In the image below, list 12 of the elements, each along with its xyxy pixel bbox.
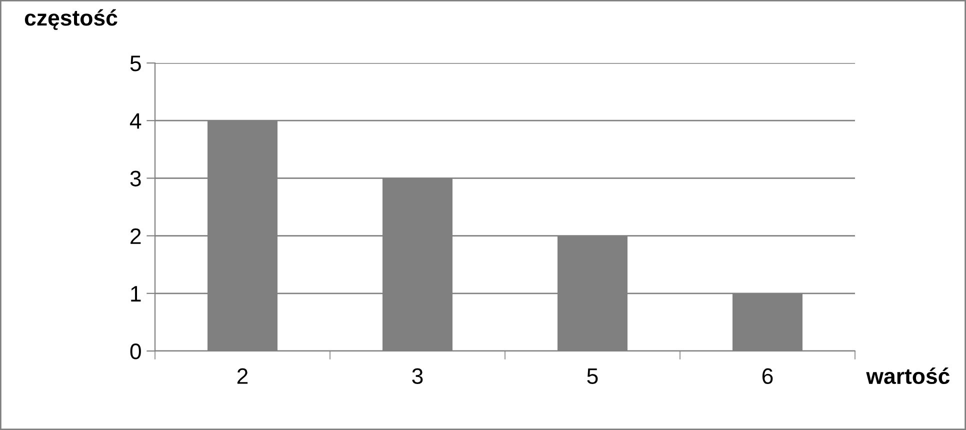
y-tick-label: 1 — [131, 286, 141, 302]
y-tick-label: 5 — [130, 56, 141, 72]
x-tick-label: 5 — [587, 368, 598, 384]
x-tick-label: 6 — [762, 368, 773, 384]
x-tick-label: 2 — [237, 368, 248, 384]
y-tick-label: 0 — [130, 344, 141, 360]
y-axis-title: częstość — [24, 9, 118, 30]
x-tick-label: 3 — [412, 368, 423, 384]
y-tick-label: 4 — [130, 113, 142, 129]
y-tick-label: 3 — [130, 170, 141, 186]
x-axis-title: wartość — [866, 368, 950, 384]
y-tick-label: 2 — [130, 228, 141, 244]
